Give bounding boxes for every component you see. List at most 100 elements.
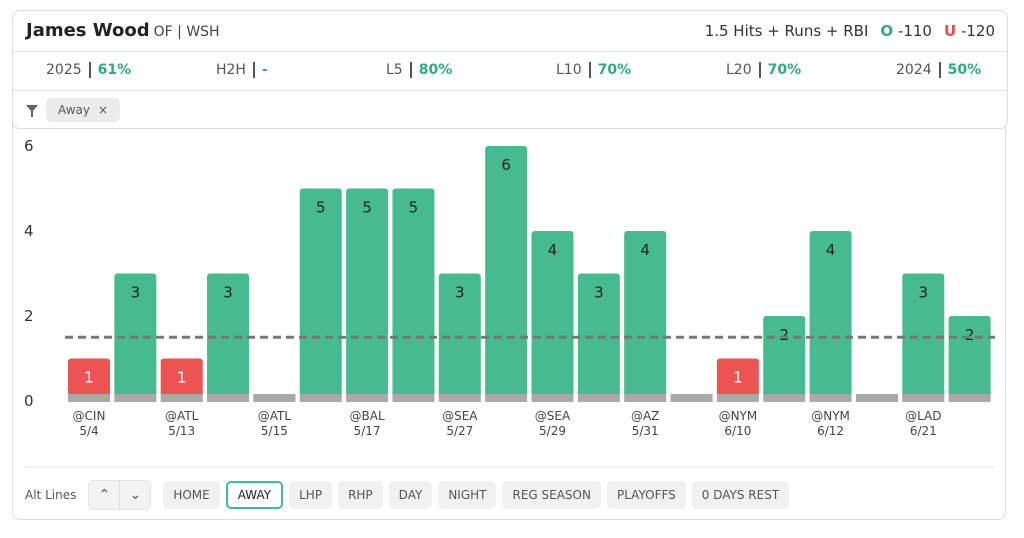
stats-row: 2025 61% H2H - L5 80% L10 70% L20 70% 2024 50% [13, 51, 1007, 91]
stat: 2025 61% [46, 62, 132, 78]
filter-chip[interactable]: Away × [46, 98, 121, 122]
bar-label: 2 [779, 326, 789, 344]
bar-base [624, 394, 667, 402]
stat-label: L10 [556, 62, 582, 78]
filter-button[interactable]: PLAYOFFS [606, 481, 686, 509]
filter-button[interactable]: 0 DAYS REST [691, 481, 790, 509]
y-tick-label: 2 [24, 307, 34, 325]
bar-label: 5 [409, 199, 419, 217]
bar-label: 2 [965, 326, 975, 344]
bar [299, 188, 342, 398]
x-date-label: 6/12 [817, 424, 844, 438]
position: OF | WSH [153, 24, 220, 40]
x-tick-label: @BAL [350, 409, 385, 423]
bar-base [114, 394, 157, 402]
y-tick-label: 6 [24, 137, 34, 155]
bar-label: 6 [501, 156, 511, 174]
bar-base [948, 394, 991, 402]
bar-label: 3 [919, 284, 929, 302]
bar-base [902, 394, 945, 402]
stat-value: 80% [409, 62, 453, 78]
under-odds: -120 [960, 22, 995, 40]
bar-base [438, 394, 481, 402]
alt-lines-label: Alt Lines [25, 488, 77, 502]
bar-base [531, 394, 574, 402]
stat-value: - [252, 62, 268, 78]
title-row: James Wood OF | WSH 1.5 Hits + Runs + RBI… [13, 11, 1007, 52]
stat: L10 70% [556, 62, 632, 78]
x-tick-label: @SEA [442, 409, 478, 423]
alt-up[interactable]: ⌃ [98, 487, 111, 503]
bar-base [392, 394, 435, 402]
y-tick-label: 0 [24, 392, 34, 410]
stat: H2H - [216, 62, 268, 78]
stat: L20 70% [726, 62, 802, 78]
stat-value: 50% [938, 62, 982, 78]
x-date-label: 5/4 [79, 424, 98, 438]
stat-label: L5 [386, 62, 403, 78]
x-tick-label: @NYM [719, 409, 758, 423]
bar [392, 188, 435, 398]
bar-label: 3 [131, 284, 141, 302]
bar-base [207, 394, 250, 402]
x-date-label: 5/31 [632, 424, 659, 438]
filter-button[interactable]: LHP [289, 481, 333, 509]
filter-button[interactable]: AWAY [225, 481, 284, 509]
stat-value: 61% [88, 62, 132, 78]
player-name: James Wood [26, 20, 150, 41]
bar [624, 231, 667, 398]
x-date-label: 5/29 [539, 424, 566, 438]
x-tick-label: @ATL [258, 409, 292, 423]
alt-arrows: ⌃ ⌄ [88, 480, 152, 510]
x-tick-label: @AZ [631, 409, 659, 423]
x-tick-label: @ATL [165, 409, 199, 423]
bar-base [716, 394, 759, 402]
bar-label: 3 [455, 284, 465, 302]
x-date-label: 5/17 [354, 424, 381, 438]
x-tick-label: @NYM [811, 409, 850, 423]
x-date-label: 6/10 [724, 424, 751, 438]
bar-base [485, 394, 528, 402]
bar-base [68, 394, 110, 402]
bar-base [855, 394, 898, 402]
over-odds: -110 [897, 22, 932, 40]
bar [716, 358, 759, 398]
stat-value: 70% [758, 62, 802, 78]
bar-base [253, 394, 296, 402]
bar [485, 146, 528, 398]
chip-remove[interactable]: × [98, 103, 109, 117]
alt-down[interactable]: ⌄ [119, 481, 150, 509]
chip-label: Away [58, 103, 90, 117]
filter-icon [26, 105, 38, 117]
bar-label: 4 [548, 241, 558, 259]
x-tick-label: @LAD [905, 409, 941, 423]
bar-base [299, 394, 342, 402]
filter-button[interactable]: DAY [388, 481, 433, 509]
bar-base [577, 394, 620, 402]
stat: L5 80% [386, 62, 453, 78]
header: James Wood OF | WSH 1.5 Hits + Runs + RBI… [12, 10, 1008, 129]
bar [531, 231, 574, 398]
x-date-label: 6/21 [910, 424, 937, 438]
under-label: U [943, 22, 957, 40]
y-tick-label: 4 [24, 222, 34, 240]
bottom-bar: Alt Lines ⌃ ⌄ HOME AWAY LHP RHP DAY NIGHT REG S… [25, 480, 790, 510]
filter-button[interactable]: RHP [338, 481, 383, 509]
bar-base [160, 394, 203, 402]
bar [809, 231, 852, 398]
filter-button[interactable]: NIGHT [438, 481, 497, 509]
bar-base [763, 394, 806, 402]
stat-label: 2024 [896, 62, 932, 78]
bar-label: 1 [733, 369, 743, 387]
bar-label: 1 [84, 369, 94, 387]
filter-button[interactable]: HOME [163, 481, 220, 509]
bar-label: 5 [362, 199, 372, 217]
bar-base [670, 394, 713, 402]
bar [346, 188, 389, 398]
bar [160, 358, 203, 398]
filter-button[interactable]: REG SEASON [502, 481, 601, 509]
prop-name: 1.5 Hits + Runs + RBI [704, 22, 869, 40]
prop: 1.5 Hits + Runs + RBI O -110 U -120 [705, 22, 995, 40]
